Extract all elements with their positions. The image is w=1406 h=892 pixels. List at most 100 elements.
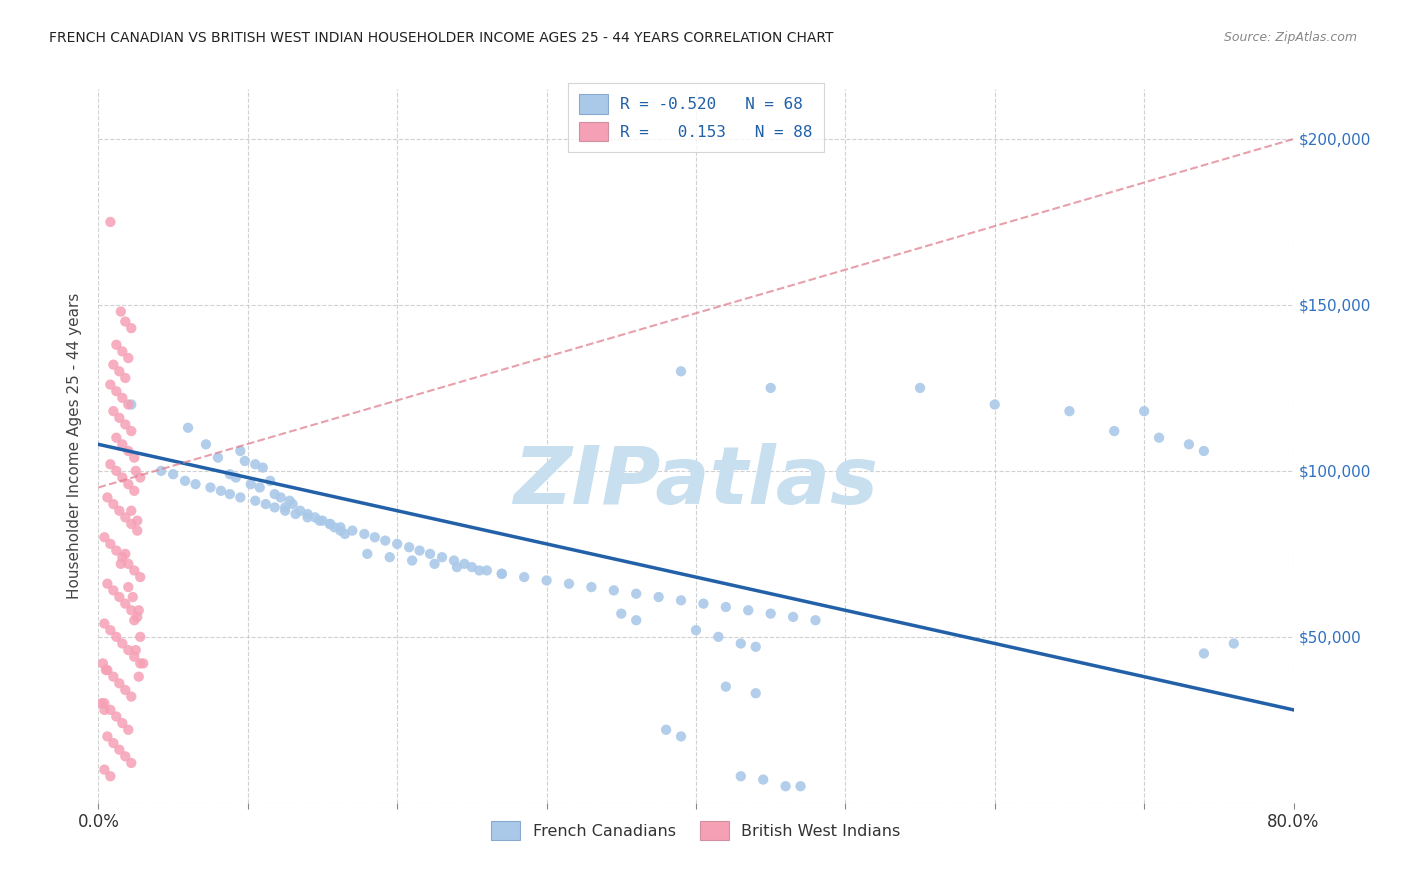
Point — [288, 504, 311, 518]
Point — [385, 537, 409, 551]
Point — [759, 381, 782, 395]
Point — [297, 507, 319, 521]
Point — [111, 716, 134, 731]
Point — [401, 553, 423, 567]
Point — [129, 657, 152, 671]
Point — [184, 477, 207, 491]
Point — [759, 607, 782, 621]
Point — [91, 657, 114, 671]
Point — [789, 779, 811, 793]
Point — [669, 730, 692, 744]
Point — [707, 630, 730, 644]
Point — [117, 723, 139, 737]
Point — [304, 510, 326, 524]
Point — [626, 587, 648, 601]
Point — [378, 550, 401, 565]
Point — [105, 431, 128, 445]
Point — [111, 437, 134, 451]
Point — [98, 457, 122, 471]
Point — [263, 500, 285, 515]
Point — [319, 516, 342, 531]
Point — [114, 314, 136, 328]
Point — [108, 504, 131, 518]
Point — [356, 547, 378, 561]
Point — [125, 643, 148, 657]
Point — [129, 470, 152, 484]
Point — [239, 477, 262, 491]
Point — [408, 543, 430, 558]
Point — [342, 524, 364, 538]
Point — [398, 540, 420, 554]
Point — [90, 696, 112, 710]
Point — [737, 603, 759, 617]
Point — [1059, 404, 1081, 418]
Point — [692, 597, 714, 611]
Point — [105, 384, 128, 399]
Point — [274, 504, 297, 518]
Point — [984, 397, 1007, 411]
Point — [114, 682, 136, 697]
Point — [329, 520, 352, 534]
Point — [129, 630, 152, 644]
Point — [105, 709, 128, 723]
Point — [311, 514, 333, 528]
Point — [685, 624, 707, 638]
Point — [536, 574, 558, 588]
Point — [259, 474, 281, 488]
Point — [1104, 424, 1126, 438]
Point — [263, 487, 285, 501]
Point — [775, 779, 797, 793]
Point — [93, 763, 115, 777]
Point — [453, 557, 475, 571]
Point — [669, 364, 692, 378]
Point — [96, 730, 118, 744]
Point — [121, 590, 143, 604]
Point — [468, 564, 491, 578]
Point — [98, 377, 122, 392]
Text: Source: ZipAtlas.com: Source: ZipAtlas.com — [1223, 31, 1357, 45]
Point — [120, 516, 142, 531]
Point — [419, 547, 441, 561]
Point — [329, 524, 352, 538]
Point — [98, 537, 122, 551]
Point — [284, 507, 307, 521]
Point — [297, 510, 319, 524]
Point — [124, 450, 146, 465]
Point — [128, 603, 150, 617]
Point — [1147, 431, 1170, 445]
Point — [225, 470, 247, 484]
Point — [111, 470, 134, 484]
Point — [114, 417, 136, 432]
Point — [174, 474, 197, 488]
Point — [752, 772, 775, 787]
Point — [581, 580, 603, 594]
Point — [1178, 437, 1201, 451]
Point — [93, 703, 115, 717]
Point — [209, 483, 232, 498]
Point — [108, 590, 131, 604]
Point — [117, 397, 139, 411]
Point — [114, 749, 136, 764]
Point — [129, 570, 152, 584]
Point — [114, 547, 136, 561]
Point — [111, 550, 134, 565]
Point — [120, 690, 142, 704]
Point — [96, 576, 118, 591]
Point — [117, 643, 139, 657]
Point — [446, 560, 468, 574]
Point — [229, 491, 252, 505]
Point — [430, 550, 453, 565]
Point — [714, 680, 737, 694]
Point — [103, 736, 125, 750]
Point — [114, 510, 136, 524]
Point — [374, 533, 396, 548]
Point — [105, 464, 128, 478]
Point — [127, 514, 149, 528]
Point — [114, 371, 136, 385]
Point — [730, 636, 752, 650]
Point — [120, 397, 142, 411]
Text: ZIPatlas: ZIPatlas — [513, 442, 879, 521]
Point — [98, 624, 122, 638]
Point — [1133, 404, 1156, 418]
Point — [117, 444, 139, 458]
